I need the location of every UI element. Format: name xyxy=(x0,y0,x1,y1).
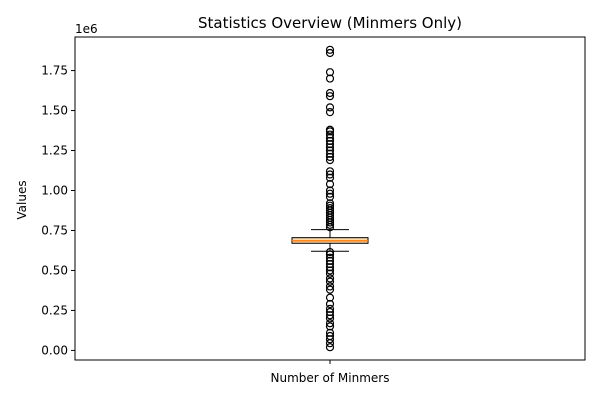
outlier-point xyxy=(325,259,335,269)
y-tick-label: 0.50 xyxy=(41,263,68,277)
outlier-point xyxy=(325,314,335,323)
outlier-point xyxy=(325,186,335,195)
y-tick-label: 0.00 xyxy=(41,343,68,357)
y-tick-label: 1.75 xyxy=(41,64,68,78)
outlier-point xyxy=(325,170,335,179)
y-tick-label: 0.25 xyxy=(41,303,68,317)
outlier-point xyxy=(325,68,335,77)
y-tick-label: 1.25 xyxy=(41,144,68,158)
plot-area xyxy=(291,45,369,352)
outlier-point xyxy=(325,263,335,272)
outlier-point xyxy=(325,167,335,176)
outlier-point xyxy=(325,45,335,54)
chart-title: Statistics Overview (Minmers Only) xyxy=(198,14,462,32)
outlier-point xyxy=(325,149,335,158)
outlier-point xyxy=(325,136,335,146)
outlier-point xyxy=(325,266,335,275)
outlier-point xyxy=(325,307,335,317)
outlier-point xyxy=(325,331,335,341)
outlier-point xyxy=(325,335,335,344)
outlier-point xyxy=(325,152,335,162)
outlier-point xyxy=(325,92,335,101)
outlier-point xyxy=(325,133,335,142)
outlier-point xyxy=(325,192,335,202)
outlier-point xyxy=(325,103,335,112)
outlier-point xyxy=(325,319,335,328)
outlier-point xyxy=(325,88,335,98)
outlier-point xyxy=(325,311,335,320)
outlier-point xyxy=(325,343,335,352)
x-axis: Number of Minmers xyxy=(271,360,390,385)
outlier-point xyxy=(325,293,335,302)
outlier-point xyxy=(325,143,335,152)
outlier-point xyxy=(325,299,335,309)
outlier-point xyxy=(325,274,335,283)
outlier-point xyxy=(325,156,335,165)
outlier-point xyxy=(325,125,335,134)
outlier-point xyxy=(325,146,335,155)
outlier-point xyxy=(325,203,335,213)
outlier-point xyxy=(325,173,335,182)
outlier-point xyxy=(325,48,335,58)
outlier-point xyxy=(325,285,335,294)
outlier-point xyxy=(325,277,335,286)
outlier-point xyxy=(325,256,335,265)
outlier-point xyxy=(325,253,335,262)
x-tick-label: Number of Minmers xyxy=(271,371,390,385)
y-tick-label: 1.00 xyxy=(41,184,68,198)
outlier-point xyxy=(325,250,335,259)
y-axis-offset-label: 1e6 xyxy=(75,22,98,36)
outlier-point xyxy=(325,304,335,313)
axes-frame xyxy=(74,36,586,361)
outlier-point xyxy=(325,282,335,291)
outlier-point xyxy=(325,201,335,210)
y-axis: 0.00 0.25 0.50 0.75 1.00 1.25 1.50 1.75 xyxy=(41,64,75,357)
outlier-point xyxy=(325,108,335,117)
outlier-point xyxy=(325,180,335,189)
y-axis-label: Values xyxy=(15,180,29,219)
outlier-point xyxy=(325,130,335,139)
outlier-point xyxy=(325,199,335,208)
y-tick-label: 0.75 xyxy=(41,223,68,237)
outlier-point xyxy=(325,328,335,337)
outlier-point xyxy=(325,269,335,278)
outlier-point xyxy=(325,322,335,331)
outlier-point xyxy=(325,140,335,149)
outlier-point xyxy=(325,74,335,83)
outlier-point xyxy=(325,189,335,198)
outlier-point xyxy=(325,247,335,257)
y-tick-label: 1.50 xyxy=(41,104,68,118)
